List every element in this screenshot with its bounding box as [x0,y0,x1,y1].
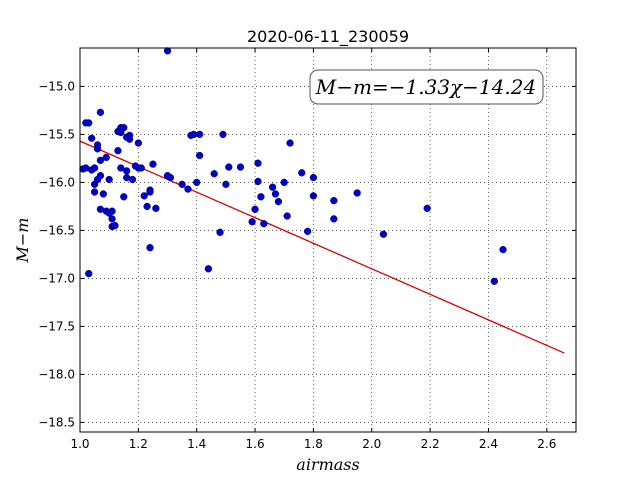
data-point [280,178,288,187]
data-point [140,192,148,200]
data-point [271,190,280,198]
data-point [166,173,175,182]
x-tick-label: 1.4 [187,437,206,451]
data-point [163,47,172,55]
data-points [79,47,507,285]
data-point [286,139,294,147]
data-point [193,178,201,187]
data-point [99,190,107,198]
data-point [309,173,318,182]
data-point [353,189,361,197]
x-tick-label: 1.2 [129,437,148,451]
data-point [225,163,233,171]
data-point [298,169,306,177]
fit-line [79,140,565,354]
data-point [423,204,431,212]
data-point [222,180,230,188]
data-point [111,221,119,230]
data-point [90,188,99,196]
data-point [90,164,99,172]
data-point [152,204,160,212]
data-point [108,207,116,215]
y-tick-label: −18.0 [38,367,75,381]
data-point [219,130,227,139]
data-point [184,185,192,193]
annotation-box [309,69,544,105]
data-point [120,124,128,132]
y-tick-label: −17.5 [38,319,75,333]
data-point [268,183,277,191]
data-point [102,153,110,162]
data-point [88,134,96,142]
data-point [490,277,498,285]
data-point [85,119,93,127]
data-point [260,220,268,228]
data-point [254,159,262,167]
data-point [236,163,245,171]
data-point [125,131,134,140]
data-point [108,215,116,223]
grid-lines [79,48,576,432]
data-point [499,245,507,254]
data-point [96,108,105,116]
y-tick-label: −16.0 [38,175,75,189]
data-point [96,156,105,164]
x-axis-label: airmass [296,455,359,474]
data-point [105,175,113,184]
data-point [379,230,388,238]
data-point [283,212,291,220]
data-point [195,130,204,139]
data-point [93,141,102,149]
x-tick-label: 2.2 [421,437,440,451]
data-point [149,160,157,168]
data-point [216,228,224,236]
data-point [143,202,151,211]
data-point [134,139,143,147]
data-point [204,265,213,273]
x-tick-label: 2.6 [537,437,556,451]
y-tick-label: −17.0 [38,271,75,285]
data-point [303,227,312,236]
data-point [309,192,318,200]
data-point [330,215,338,223]
fit-line-group [79,140,565,354]
data-point [251,205,259,213]
data-point [85,269,93,278]
data-point [178,180,186,188]
data-point [123,167,131,175]
x-tick-label: 1.8 [304,437,323,451]
data-point [117,164,125,172]
y-tick-label: −15.5 [38,127,75,141]
y-axis-label: M−m [13,218,32,264]
y-tick-label: −16.5 [38,223,75,237]
annotation-text: M−m=−1.33χ−14.24 [315,75,536,99]
data-point [210,170,218,178]
data-point [330,196,338,205]
axis-ticks: 1.0 1.2 1.4 1.6 1.8 2.0 2.2 2.4 2.6 −15.0 −15.5 −16… [38,48,576,451]
data-point [146,244,154,252]
data-point [114,147,122,155]
data-point [146,186,154,194]
data-point [248,218,256,226]
chart-title: 2020-06-11_230059 [247,27,409,47]
x-tick-label: 2.0 [362,437,381,451]
fit-annotation: M−m=−1.33χ−14.24 [309,69,544,105]
y-tick-label: −15.0 [38,79,75,93]
data-point [134,164,143,172]
data-point [195,151,204,160]
data-point [128,175,137,184]
plot-frame [79,47,577,433]
data-point [257,193,265,201]
y-tick-label: −18.5 [38,415,75,429]
data-point [120,193,128,201]
x-tick-label: 1.0 [70,437,89,451]
data-point [274,197,283,206]
x-tick-label: 1.6 [246,437,265,451]
data-point [96,172,105,180]
x-tick-label: 2.4 [479,437,498,451]
data-point [254,177,262,186]
